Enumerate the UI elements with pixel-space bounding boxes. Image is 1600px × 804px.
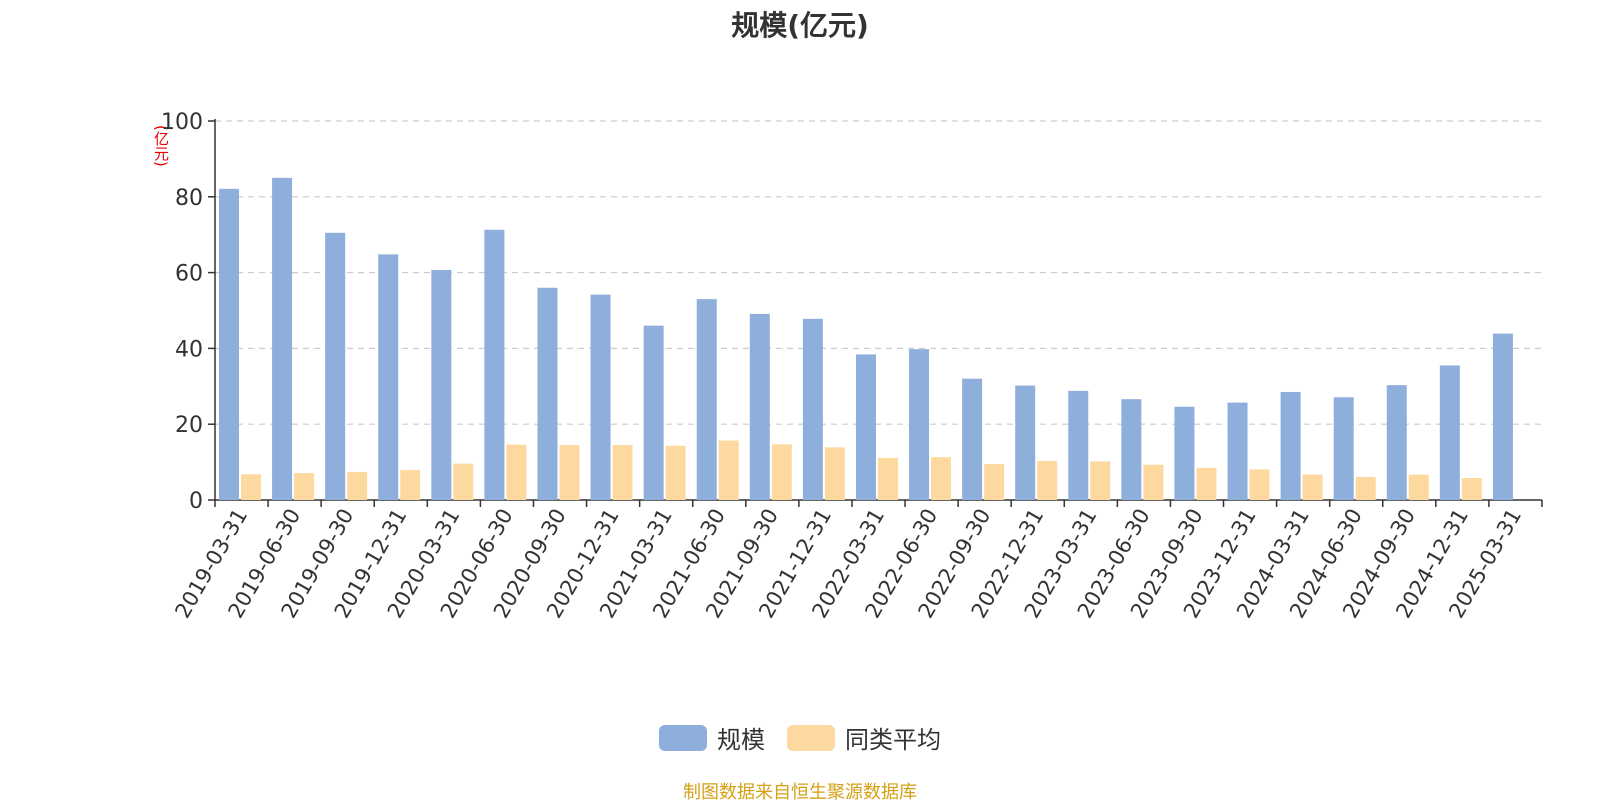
- bar-peer-average: [771, 444, 792, 500]
- bar-peer-average: [718, 440, 739, 500]
- bar-scale: [1174, 406, 1195, 500]
- bar-peer-average: [1037, 460, 1058, 500]
- chart-plot: 0204060801002019-03-312019-06-302019-09-…: [161, 110, 1543, 622]
- bar-scale: [431, 269, 452, 500]
- legend-item-scale[interactable]: 规模: [659, 720, 765, 755]
- y-tick-label: 20: [175, 413, 203, 438]
- bar-scale: [484, 229, 505, 500]
- bar-scale: [219, 188, 239, 500]
- bar-peer-average: [559, 445, 580, 500]
- bar-peer-average: [1249, 469, 1270, 500]
- bar-scale: [1439, 365, 1460, 500]
- legend-label-peer-average: 同类平均: [845, 726, 941, 754]
- bar-peer-average: [1196, 467, 1217, 500]
- bar-peer-average: [294, 473, 315, 500]
- y-tick-label: 0: [189, 489, 203, 514]
- legend-swatch-scale: [659, 724, 707, 751]
- bar-peer-average: [241, 474, 261, 500]
- bar-scale: [1280, 391, 1301, 500]
- bar-scale: [909, 349, 930, 500]
- bar-scale: [1227, 402, 1248, 500]
- bar-scale: [378, 254, 399, 500]
- bar-scale: [537, 287, 558, 500]
- bar-peer-average: [931, 457, 952, 500]
- legend-swatch-peer-average: [787, 724, 835, 751]
- bar-scale: [962, 378, 983, 500]
- bar-peer-average: [1143, 464, 1164, 500]
- bar-scale: [696, 299, 717, 500]
- bar-scale: [749, 313, 770, 500]
- bar-peer-average: [984, 463, 1005, 500]
- legend-label-scale: 规模: [717, 726, 765, 754]
- bar-scale: [1333, 397, 1354, 500]
- bar-peer-average: [1302, 474, 1323, 500]
- bar-scale: [855, 354, 876, 500]
- bar-scale: [1386, 385, 1407, 500]
- bar-peer-average: [1461, 478, 1482, 500]
- bar-peer-average: [453, 463, 474, 500]
- bar-scale: [325, 232, 346, 500]
- legend: 规模 同类平均: [0, 720, 1600, 755]
- bar-peer-average: [1355, 476, 1376, 500]
- bar-peer-average: [612, 445, 633, 500]
- bar-scale: [1015, 385, 1036, 500]
- bar-peer-average: [347, 471, 368, 500]
- bar-scale: [643, 325, 664, 500]
- y-tick-label: 80: [175, 186, 203, 211]
- bar-scale: [272, 177, 293, 500]
- y-tick-label: 40: [175, 337, 203, 362]
- source-note: 制图数据来自恒生聚源数据库: [683, 782, 917, 803]
- bar-scale: [590, 294, 611, 500]
- y-tick-label: 100: [161, 110, 203, 135]
- bar-scale: [1492, 333, 1513, 500]
- bar-peer-average: [824, 447, 845, 500]
- chart-title: 规模(亿元): [731, 9, 869, 42]
- y-axis-label: (亿元): [152, 125, 170, 167]
- bar-peer-average: [1408, 474, 1429, 500]
- bar-scale: [802, 318, 823, 500]
- bar-peer-average: [400, 470, 421, 500]
- bar-scale: [1121, 399, 1142, 500]
- bar-peer-average: [665, 445, 686, 500]
- y-tick-label: 60: [175, 262, 203, 287]
- bar-peer-average: [877, 457, 898, 500]
- bar-peer-average: [506, 444, 527, 500]
- bar-scale: [1068, 390, 1089, 500]
- bar-peer-average: [1090, 461, 1111, 500]
- legend-item-peer-average[interactable]: 同类平均: [787, 720, 941, 755]
